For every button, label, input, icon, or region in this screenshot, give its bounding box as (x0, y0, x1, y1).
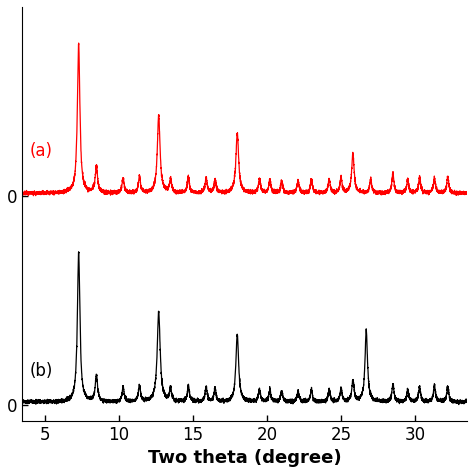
Text: (b): (b) (30, 363, 53, 381)
Text: (a): (a) (30, 142, 53, 160)
X-axis label: Two theta (degree): Two theta (degree) (148, 449, 341, 467)
